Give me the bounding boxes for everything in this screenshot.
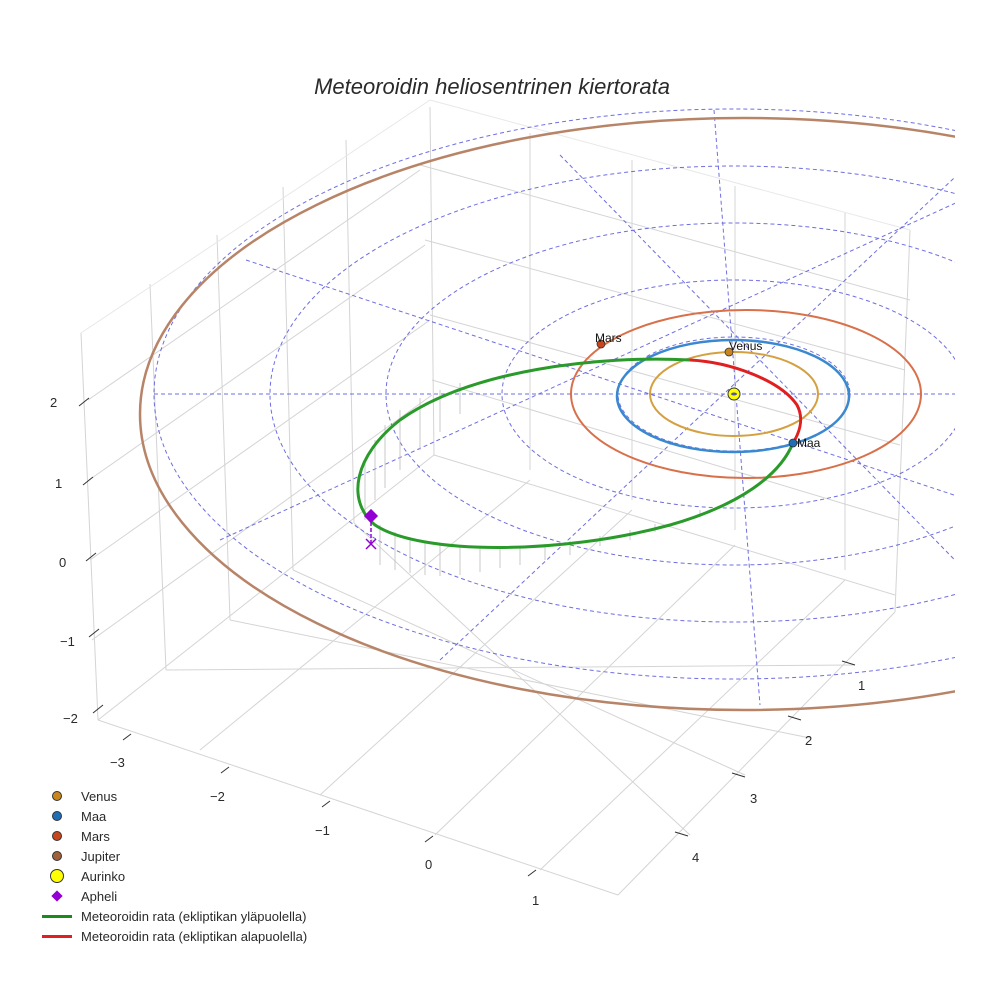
svg-text:2: 2 [50, 395, 57, 410]
legend-item-maa[interactable]: Maa [38, 806, 307, 826]
venus-orbit [649, 351, 819, 437]
sun-icon [50, 869, 64, 883]
meteoroid-orbit-below [689, 358, 803, 444]
legend-item-orbit-below[interactable]: Meteoroidin rata (ekliptikan alapuolella… [38, 926, 307, 946]
legend-item-mars[interactable]: Mars [38, 826, 307, 846]
maa-label: Maa [797, 436, 821, 450]
svg-text:1: 1 [532, 893, 539, 908]
venus-marker[interactable] [724, 347, 734, 357]
meteoroid-orbit-above [356, 357, 795, 549]
axis-grid [80, 99, 911, 896]
svg-text:1: 1 [55, 476, 62, 491]
svg-text:1: 1 [858, 678, 865, 693]
svg-text:−2: −2 [63, 711, 78, 726]
chart-title: Meteoroidin heliosentrinen kiertorata [314, 74, 670, 99]
jupiter-orbit [138, 116, 955, 712]
x-axis: −3 −2 −1 0 1 [110, 733, 539, 908]
jupiter-dot-icon [52, 851, 62, 861]
svg-text:4: 4 [692, 850, 699, 865]
aurinko-marker[interactable] [727, 387, 741, 401]
ecliptic-grid [153, 108, 955, 706]
maa-orbit [615, 338, 851, 454]
svg-text:0: 0 [425, 857, 432, 872]
svg-text:2: 2 [805, 733, 812, 748]
svg-text:3: 3 [750, 791, 757, 806]
legend-item-venus[interactable]: Venus [38, 786, 307, 806]
legend: Venus Maa Mars Jupiter Aurinko Apheli Me… [38, 786, 307, 946]
mars-label: Mars [595, 331, 622, 345]
mars-marker[interactable] [596, 339, 606, 349]
legend-item-orbit-above[interactable]: Meteoroidin rata (ekliptikan yläpuolella… [38, 906, 307, 926]
red-line-icon [42, 934, 72, 938]
y-axis: 1 2 3 4 [674, 660, 865, 865]
maa-marker[interactable] [788, 438, 798, 448]
mars-dot-icon [52, 831, 62, 841]
diamond-icon [51, 890, 63, 902]
svg-text:−1: −1 [315, 823, 330, 838]
maa-dot-icon [52, 811, 62, 821]
svg-text:−2: −2 [210, 789, 225, 804]
venus-label: Venus [729, 339, 762, 353]
green-line-icon [42, 914, 72, 918]
legend-item-apheli[interactable]: Apheli [38, 886, 307, 906]
svg-text:−3: −3 [110, 755, 125, 770]
svg-text:−1: −1 [60, 634, 75, 649]
z-axis: 2 1 0 −1 −2 [50, 395, 104, 726]
mars-orbit [570, 309, 922, 479]
legend-item-aurinko[interactable]: Aurinko [38, 866, 307, 886]
apheli-marker[interactable] [363, 508, 379, 550]
legend-item-jupiter[interactable]: Jupiter [38, 846, 307, 866]
venus-dot-icon [52, 791, 62, 801]
svg-text:0: 0 [59, 555, 66, 570]
